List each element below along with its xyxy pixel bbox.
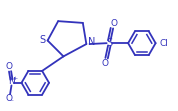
Text: Cl: Cl	[159, 39, 168, 48]
Text: N: N	[88, 37, 95, 47]
Text: O: O	[110, 19, 117, 28]
Text: S: S	[39, 35, 45, 45]
Text: N: N	[8, 77, 15, 86]
Text: ⁻: ⁻	[10, 97, 14, 106]
Text: O: O	[101, 59, 108, 68]
Text: O: O	[6, 94, 13, 103]
Text: S: S	[106, 38, 112, 48]
Text: +: +	[12, 76, 18, 81]
Text: O: O	[6, 62, 13, 71]
